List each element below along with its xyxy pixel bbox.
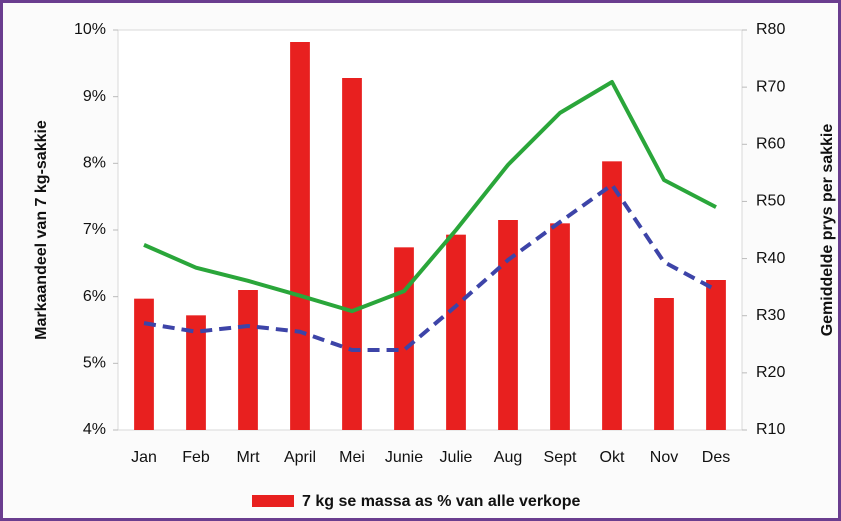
y2-tick-label: R60 [756, 136, 785, 153]
y2-tick-label: R20 [756, 364, 785, 381]
bar [394, 247, 414, 430]
y2-tick-label: R30 [756, 307, 785, 324]
y2-tick-label: R50 [756, 193, 785, 210]
plot-area [117, 29, 743, 431]
y-tick-label: 10% [74, 21, 106, 38]
y-axis-title: Markaandeel van 7 kg-sakkie [33, 120, 50, 340]
y2-axis-title: Gemiddelde prys per sakkie [819, 124, 836, 337]
y2-tick-label: R80 [756, 21, 785, 38]
x-tick-label: April [284, 449, 316, 466]
x-tick-label: Julie [440, 449, 473, 466]
bar [550, 223, 570, 430]
x-tick-label: Jan [131, 449, 157, 466]
bar [186, 315, 206, 430]
y2-tick-label: R10 [756, 421, 785, 438]
bar [654, 298, 674, 430]
bar [602, 161, 622, 431]
x-tick-label: Feb [182, 449, 210, 466]
y-tick-label: 6% [83, 288, 106, 305]
x-tick-label: Okt [600, 449, 625, 466]
bar [134, 298, 154, 430]
x-tick-label: Des [702, 449, 730, 466]
x-tick-label: Aug [494, 449, 522, 466]
x-tick-label: Mei [339, 449, 365, 466]
legend-label: 7 kg se massa as % van alle verkope [302, 493, 581, 510]
bar [290, 42, 310, 430]
bar [706, 280, 726, 430]
x-tick-label: Nov [650, 449, 678, 466]
x-tick-label: Junie [385, 449, 423, 466]
y-tick-label: 7% [83, 221, 106, 238]
y-tick-label: 4% [83, 421, 106, 438]
line [143, 80, 717, 314]
legend-swatch [252, 495, 294, 507]
y-tick-label: 8% [83, 155, 106, 172]
line [143, 182, 717, 352]
bar [342, 78, 362, 430]
y2-tick-label: R40 [756, 250, 785, 267]
y-tick-label: 5% [83, 355, 106, 372]
y2-tick-label: R70 [756, 78, 785, 95]
x-tick-label: Mrt [236, 449, 260, 466]
bar [238, 290, 258, 430]
y-tick-label: 9% [83, 88, 106, 105]
x-tick-label: Sept [544, 449, 577, 466]
bar [446, 234, 466, 430]
bar [498, 220, 518, 430]
